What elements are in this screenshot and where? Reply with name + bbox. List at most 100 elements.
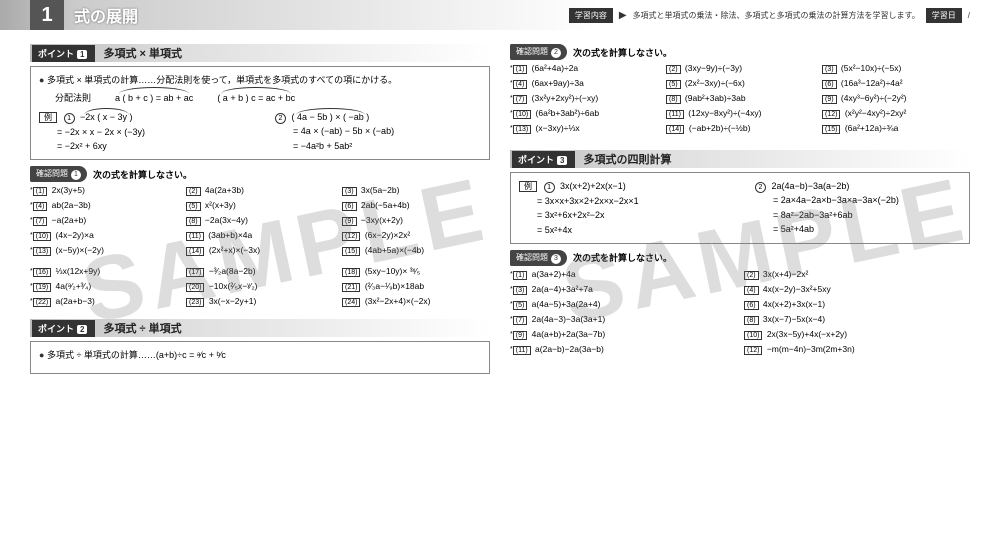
- problem: (10) (6a²b+3ab²)÷6ab: [510, 108, 658, 119]
- ex3-1d: = 5x²+4x: [519, 223, 725, 237]
- problem: (2) (3xy−9y)÷(−3y): [666, 63, 814, 74]
- ex3-1c: = 3x²+6x+2x²−2x: [519, 208, 725, 222]
- problem: (12) −m(m−4n)−3m(2m+3n): [744, 344, 970, 355]
- confirm1-header: 確認問題1 次の式を計算しなさい。: [30, 166, 490, 182]
- problem: (7) −a(2a+b): [30, 215, 178, 226]
- ex2-l1: ( 4a − 5b ) × ( −ab ): [292, 112, 370, 122]
- confirm-badge-2: 確認問題2: [510, 44, 567, 60]
- meta-slash: /: [968, 11, 970, 20]
- point2-header: ポイント2 多項式 ÷ 単項式: [30, 319, 490, 337]
- meta-tag-content: 学習内容: [569, 8, 613, 23]
- problem: (9) 4a(a+b)+2a(3a−7b): [510, 329, 736, 340]
- problem: (1) 2x(3y+5): [30, 185, 178, 196]
- point1-title: 多項式 × 単項式: [103, 45, 182, 61]
- point3-header: ポイント3 多項式の四則計算: [510, 150, 970, 168]
- ex2-l3: = −4a²b + 5ab²: [275, 139, 481, 153]
- point3-title: 多項式の四則計算: [583, 151, 671, 167]
- problem: (19) 4a(ᵃ⁄₂+³⁄₄): [30, 281, 178, 292]
- problem: (4) ab(2a−3b): [30, 200, 178, 211]
- dist-rule-2: ( a + b ) c = ac + bc: [217, 91, 295, 105]
- problem: (13) (x−3xy)÷⅓x: [510, 123, 658, 134]
- problem: (1) a(3a+2)+4a: [510, 269, 736, 280]
- confirm2-title: 次の式を計算しなさい。: [573, 46, 672, 59]
- problem: (10) 2x(3x−5y)+4x(−x+2y): [744, 329, 970, 340]
- ex3-1b: = 3x×x+3x×2+2x×x−2x×1: [519, 194, 725, 208]
- problem: (11) (12xy−8xy²)÷(−4xy): [666, 108, 814, 119]
- circ-2b: 2: [755, 182, 766, 193]
- problem: (15) (6a²+12a)÷¾a: [822, 123, 970, 134]
- meta-tag-date: 学習日: [926, 8, 962, 23]
- ex1-l3: = −2x² + 6xy: [39, 139, 245, 153]
- meta-desc: 多項式と単項式の乗法・除法、多項式と多項式の乗法の計算方法を学習します。: [633, 10, 920, 21]
- point1-lead: 多項式 × 単項式の計算……分配法則を使って，単項式を多項式のすべての項にかける…: [39, 73, 481, 87]
- confirm3-grid: (1) a(3a+2)+4a (2) 3x(x+4)−2x² (3) 2a(a−4)…: [510, 269, 970, 355]
- problem: (8) 3x(x−7)−5x(x−4): [744, 314, 970, 325]
- ex3-2b: = 2a×4a−2a×b−3a×a−3a×(−2b): [755, 193, 961, 207]
- problem: (8) (9ab²+3ab)÷3ab: [666, 93, 814, 104]
- point1-box: 多項式 × 単項式の計算……分配法則を使って，単項式を多項式のすべての項にかける…: [30, 66, 490, 160]
- problem: (12) (6x−2y)×2x²: [342, 230, 490, 241]
- example-label: 例: [39, 112, 57, 123]
- confirm1-title: 次の式を計算しなさい。: [93, 168, 192, 181]
- ex1-l2: = −2x × x − 2x × (−3y): [39, 125, 245, 139]
- problem: (9) −3xy(x+2y): [342, 215, 490, 226]
- point2-lead: 多項式 ÷ 単項式の計算……(a+b)÷c = ᵃ⁄c + ᵇ⁄c: [39, 348, 481, 362]
- dist-label: 分配法則: [55, 91, 91, 105]
- problem: (4) 4x(x−2y)−3x²+5xy: [744, 284, 970, 295]
- problem: (3) (5x²−10x)÷(−5x): [822, 63, 970, 74]
- example-label-3: 例: [519, 181, 537, 192]
- problem: (2) 3x(x+4)−2x²: [744, 269, 970, 280]
- circ-1b: 1: [544, 182, 555, 193]
- problem: (2) 4a(2a+3b): [186, 185, 334, 196]
- arrow-icon: ▶: [619, 10, 627, 21]
- problem: (23) 3x(−x−2y+1): [186, 296, 334, 307]
- problem: (9) (4xy³−6y²)÷(−2y²): [822, 93, 970, 104]
- problem: (5) a(4a−5)+3a(2a+4): [510, 299, 736, 310]
- chapter-title: 式の展開: [74, 3, 138, 27]
- problem: (6) (16a³−12a²)÷4a²: [822, 78, 970, 89]
- circ-2: 2: [275, 113, 286, 124]
- confirm2-grid: (1) (6a²+4a)÷2a (2) (3xy−9y)÷(−3y) (3) (5x…: [510, 63, 970, 134]
- problem: (15) (4ab+5a)×(−4b): [342, 245, 490, 256]
- confirm3-title: 次の式を計算しなさい。: [573, 251, 672, 264]
- problem: (5) (2x²−3xy)÷(−6x): [666, 78, 814, 89]
- problem: (1) (6a²+4a)÷2a: [510, 63, 658, 74]
- problem: (20) −10x(²⁄₅x−ʸ⁄₂): [186, 281, 334, 292]
- ex2-l2: = 4a × (−ab) − 5b × (−ab): [275, 124, 481, 138]
- problem: (12) (x²y²−4xy²)÷2xy²: [822, 108, 970, 119]
- chapter-header: 1 式の展開 学習内容 ▶ 多項式と単項式の乗法・除法、多項式と多項式の乗法の計…: [0, 0, 1000, 30]
- confirm2-header: 確認問題2 次の式を計算しなさい。: [510, 44, 970, 60]
- confirm1-grid-b: (16) ⅓x(12x+9y)(17) −³⁄₂a(8a−2b)(18) (5x…: [30, 266, 490, 307]
- point1-header: ポイント1 多項式 × 単項式: [30, 44, 490, 62]
- right-column: 確認問題2 次の式を計算しなさい。 (1) (6a²+4a)÷2a (2) (3x…: [510, 38, 970, 374]
- dist-rule-1: a ( b + c ) = ab + ac: [115, 91, 193, 105]
- problem: (16) ⅓x(12x+9y): [30, 266, 178, 277]
- point-badge-3: ポイント3: [512, 151, 575, 168]
- problem: (6) 4x(x+2)+3x(x−1): [744, 299, 970, 310]
- problem: (22) a(2a+b−3): [30, 296, 178, 307]
- header-meta: 学習内容 ▶ 多項式と単項式の乗法・除法、多項式と多項式の乗法の計算方法を学習し…: [569, 8, 970, 23]
- problem: (3) 2a(a−4)+3a²+7a: [510, 284, 736, 295]
- ex3-1a: 3x(x+2)+2x(x−1): [560, 181, 626, 191]
- problem: (13) (x−5y)×(−2y): [30, 245, 178, 256]
- problem: (14) (−ab+2b)÷(−½b): [666, 123, 814, 134]
- point-badge-2: ポイント2: [32, 320, 95, 337]
- confirm-badge-3: 確認問題3: [510, 250, 567, 266]
- ex3-2c: = 8a²−2ab−3a²+6ab: [755, 208, 961, 222]
- problem: (3) 3x(5a−2b): [342, 185, 490, 196]
- problem: (5) x²(x+3y): [186, 200, 334, 211]
- problem: (8) −2a(3x−4y): [186, 215, 334, 226]
- circ-1: 1: [64, 113, 75, 124]
- confirm1-grid: (1) 2x(3y+5) (2) 4a(2a+3b) (3) 3x(5a−2b) (4…: [30, 185, 490, 256]
- problem: (24) (3x²−2x+4)×(−2x): [342, 296, 490, 307]
- point2-title: 多項式 ÷ 単項式: [103, 320, 181, 336]
- problem: (17) −³⁄₂a(8a−2b): [186, 266, 334, 277]
- problem: (21) (²⁄₃a−¹⁄₉b)×18ab: [342, 281, 490, 292]
- ex3-2a: 2a(4a−b)−3a(a−2b): [772, 181, 850, 191]
- problem: (7) 2a(4a−3)−3a(3a+1): [510, 314, 736, 325]
- point3-box: 例 1 3x(x+2)+2x(x−1) = 3x×x+3x×2+2x×x−2x×…: [510, 172, 970, 244]
- left-column: ポイント1 多項式 × 単項式 多項式 × 単項式の計算……分配法則を使って，単…: [30, 38, 490, 374]
- chapter-number: 1: [30, 0, 64, 30]
- problem: (11) a(2a−b)−2a(3a−b): [510, 344, 736, 355]
- problem: (6) 2ab(−5a+4b): [342, 200, 490, 211]
